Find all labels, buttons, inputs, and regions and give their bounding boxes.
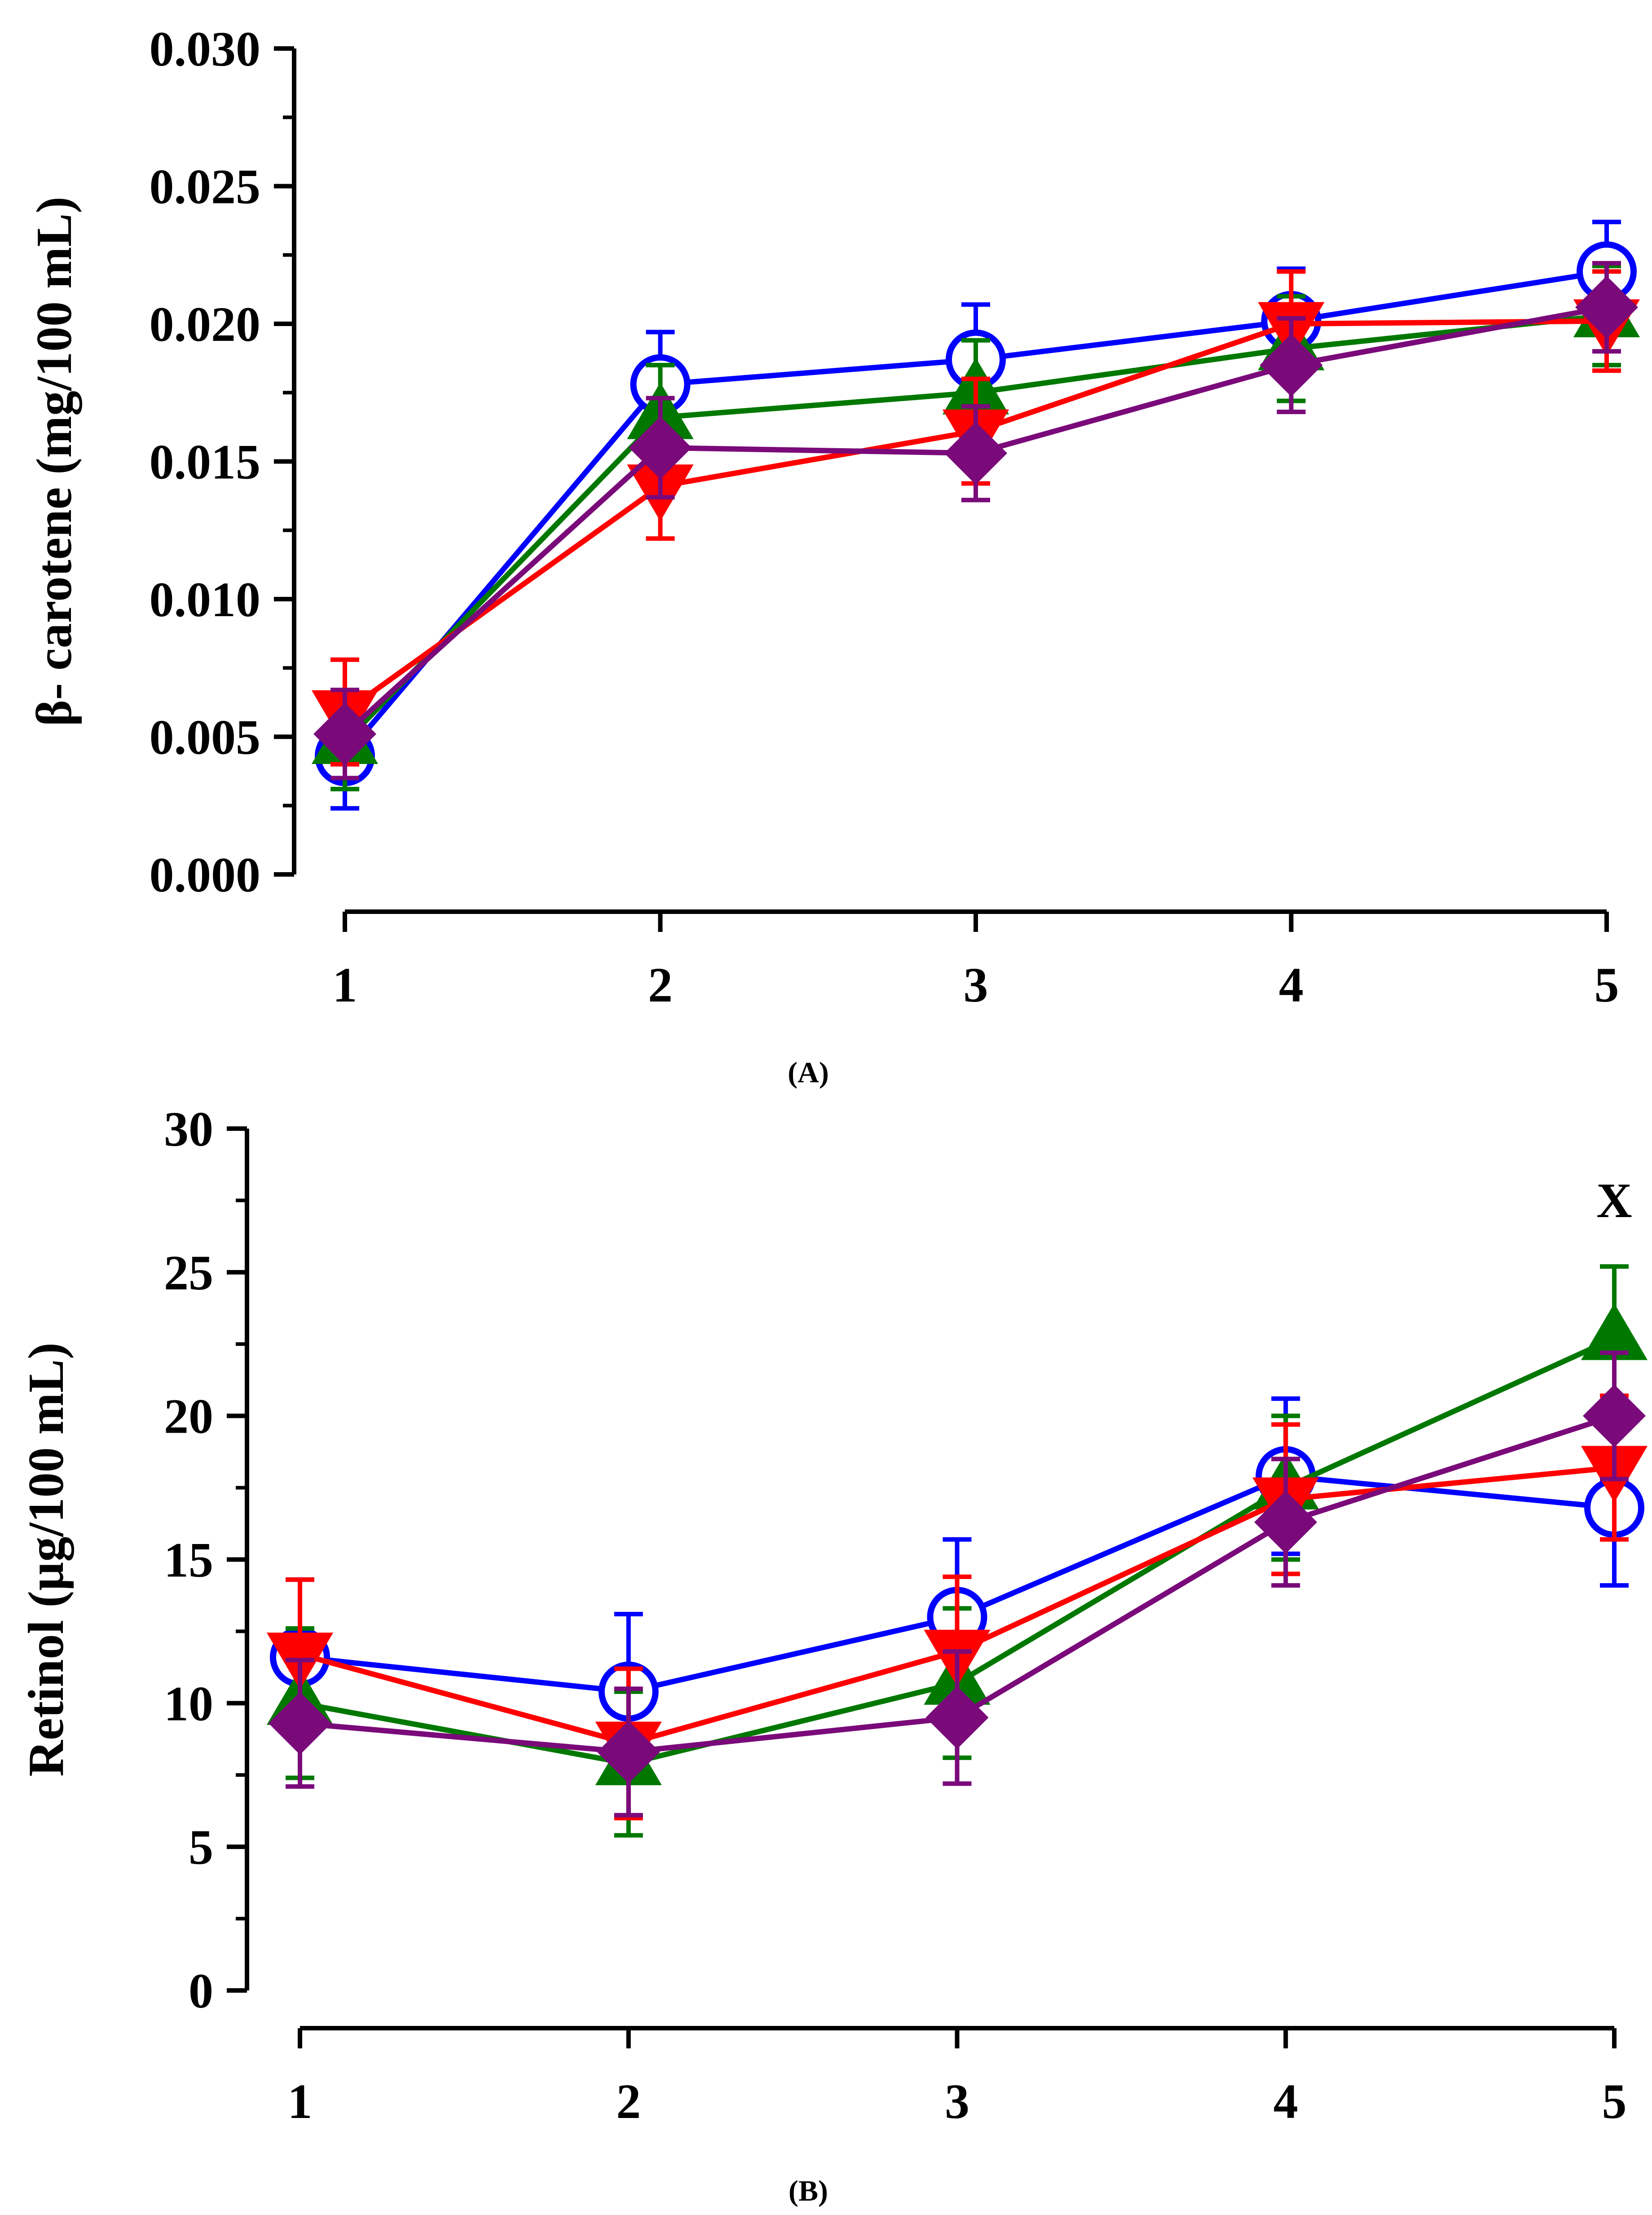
- panel-b-chart: 0 5 10 15 20 25 30 Retinol (µg/100 mL) 1 2 3 4 5 (B) X: [18, 1102, 1648, 2207]
- data-point: [925, 1686, 989, 1749]
- annotation-label: X: [1596, 1173, 1632, 1228]
- x-tick-label: 2: [616, 2074, 641, 2129]
- panel-label: (B): [789, 2175, 828, 2207]
- x-tick-label: 4: [1273, 2074, 1298, 2129]
- data-point: [1260, 333, 1323, 397]
- y-tick-label: 15: [164, 1533, 213, 1588]
- x-tick-label: 1: [288, 2074, 313, 2129]
- series-blue-open-circle: [315, 220, 1637, 811]
- data-point: [1583, 1384, 1646, 1447]
- y-tick-label: 0: [189, 1963, 213, 2018]
- y-tick-label: 25: [164, 1245, 213, 1300]
- y-tick-label: 20: [164, 1389, 213, 1444]
- panel-a-chart: 0.000 0.005 0.010 0.015 0.020 0.025 0.030 β- ca…: [26, 22, 1640, 1089]
- data-point: [313, 702, 376, 766]
- data-point: [1254, 1491, 1317, 1554]
- series-purple-diamond: [313, 261, 1638, 781]
- y-tick-label: 10: [164, 1676, 213, 1731]
- x-tick-label: 3: [945, 2074, 969, 2129]
- y-tick-label: 0.000: [150, 847, 261, 902]
- y-tick-label: 30: [164, 1102, 213, 1156]
- series-green-triangle: [311, 264, 1640, 791]
- data-point: [944, 422, 1007, 485]
- x-tick-label: 5: [1595, 957, 1619, 1012]
- x-tick-label: 2: [648, 957, 673, 1012]
- y-axis-label: β- carotene (mg/100 mL): [26, 197, 82, 727]
- data-point: [1575, 276, 1638, 339]
- data-point: [597, 1721, 660, 1784]
- data-point: [629, 416, 692, 479]
- y-tick-label: 0.030: [150, 22, 261, 76]
- y-tick-label: 0.015: [150, 435, 261, 490]
- y-tick-label: 0.010: [150, 572, 261, 627]
- y-tick-label: 0.005: [150, 710, 261, 765]
- x-tick-label: 3: [964, 957, 988, 1012]
- x-tick-label: 5: [1602, 2074, 1627, 2129]
- y-tick-label: 0.025: [150, 159, 261, 214]
- panel-label: (A): [788, 1056, 829, 1089]
- x-tick-label: 1: [333, 957, 357, 1012]
- x-tick-label: 4: [1279, 957, 1304, 1012]
- data-point: [1581, 1303, 1648, 1360]
- series-purple-diamond: [269, 1350, 1646, 1818]
- y-tick-label: 0.020: [150, 297, 261, 352]
- y-tick-label: 5: [189, 1820, 213, 1875]
- y-axis-label: Retinol (µg/100 mL): [18, 1342, 74, 1777]
- data-point: [269, 1692, 331, 1755]
